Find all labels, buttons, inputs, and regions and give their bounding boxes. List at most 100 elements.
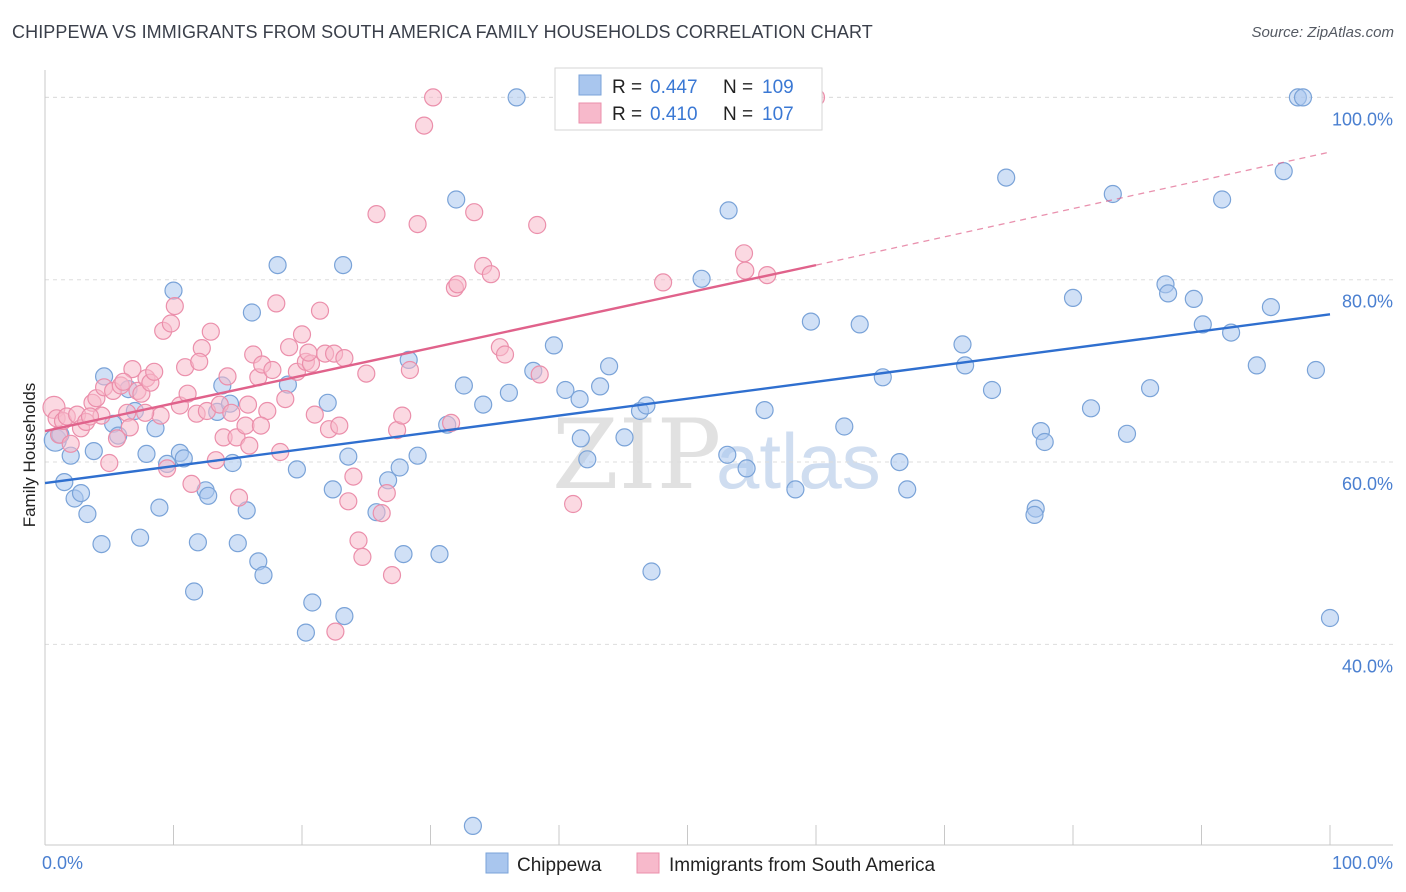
chippewa-point	[199, 486, 218, 505]
immigrants-point	[349, 531, 368, 550]
chippewa-point	[953, 335, 972, 354]
chippewa-point	[719, 201, 738, 220]
immigrants-point	[495, 345, 515, 364]
immigrants-point	[400, 360, 419, 380]
immigrants-point	[734, 244, 754, 263]
immigrants-point	[240, 436, 259, 455]
immigrants-point	[178, 384, 197, 403]
stats-n-label-chippewa: N =	[723, 77, 753, 98]
chippewa-point	[1212, 190, 1232, 209]
stats-n-value-immigrants: 107	[762, 104, 794, 125]
chippewa-point	[323, 480, 342, 499]
y-tick-label: 100.0%	[1332, 109, 1393, 129]
chippewa-point	[92, 534, 111, 554]
immigrants-point	[330, 416, 349, 435]
chippewa-point	[408, 446, 427, 465]
chippewa-point	[1158, 284, 1178, 303]
stats-r-label-immigrants: R =	[612, 104, 642, 125]
immigrants-point	[61, 434, 80, 453]
chippewa-point	[544, 336, 564, 355]
chippewa-point	[430, 544, 449, 564]
immigrants-point	[165, 297, 184, 316]
stats-r-value-immigrants: 0.410	[650, 104, 698, 125]
chippewa-point	[1081, 399, 1101, 418]
chippewa-point	[137, 444, 156, 463]
immigrants-point	[326, 622, 345, 641]
source-label: Source: ZipAtlas.com	[1251, 24, 1394, 41]
immigrants-point	[339, 492, 358, 511]
chippewa-point	[570, 390, 589, 409]
immigrants-point	[408, 215, 427, 234]
chippewa-point	[84, 442, 103, 461]
chippewa-point	[801, 312, 821, 331]
chippewa-point	[339, 447, 358, 466]
chippewa-point	[737, 459, 756, 478]
immigrants-point	[222, 403, 241, 422]
chippewa-point	[835, 417, 854, 436]
chippewa-point	[590, 377, 610, 396]
immigrants-point	[481, 265, 500, 284]
immigrants-point	[530, 365, 549, 384]
immigrants-point	[393, 406, 412, 425]
chippewa-point	[571, 429, 590, 448]
immigrants-point	[267, 294, 286, 313]
chippewa-point	[955, 356, 975, 375]
legend-swatch-immigrants	[636, 852, 660, 874]
trend-lines	[44, 151, 1331, 485]
immigrants-point	[151, 406, 170, 425]
chippewa-point	[150, 498, 169, 517]
chippewa-point	[242, 303, 261, 322]
chart-title: CHIPPEWA VS IMMIGRANTS FROM SOUTH AMERIC…	[12, 22, 873, 42]
chippewa-point	[786, 480, 805, 499]
immigrants-point	[736, 261, 755, 280]
immigrants-point	[145, 362, 164, 381]
chippewa-point	[556, 380, 575, 400]
stats-n-value-chippewa: 109	[762, 77, 794, 98]
stats-r-label-chippewa: R =	[612, 77, 642, 98]
immigrants-point	[120, 418, 139, 437]
y-tick-label: 40.0%	[1342, 656, 1393, 676]
immigrants-point	[218, 367, 237, 386]
chippewa-point	[185, 582, 204, 601]
immigrants-point	[229, 488, 249, 507]
chippewa-point	[615, 428, 634, 447]
stats-legend: R = 0.447 N = 109 R = 0.410 N = 107	[554, 67, 823, 131]
x-tick-label-max: 100.0%	[1332, 853, 1393, 873]
chippewa-point	[334, 256, 353, 275]
immigrants-point	[367, 205, 386, 224]
immigrants-point	[201, 322, 220, 341]
series-legend: Chippewa Immigrants from South America	[485, 852, 936, 876]
immigrants-point	[305, 405, 324, 424]
chippewa-point	[1193, 315, 1212, 334]
immigrants-point	[653, 273, 673, 292]
y-tick-label: 80.0%	[1342, 292, 1393, 312]
immigrants-point	[292, 325, 312, 344]
immigrants-point	[280, 338, 299, 357]
chippewa-point	[982, 380, 1002, 400]
immigrants-point	[236, 416, 255, 435]
immigrants-point	[465, 203, 484, 222]
chippewa-point	[850, 315, 869, 334]
immigrants-point	[442, 413, 461, 432]
immigrants-point	[415, 116, 434, 135]
immigrants-point	[448, 275, 467, 294]
chippewa-point	[1035, 432, 1054, 452]
immigrants-point	[424, 88, 443, 107]
stats-r-value-chippewa: 0.447	[650, 77, 698, 98]
chippewa-point	[390, 458, 409, 477]
chippewa-point	[228, 534, 247, 553]
immigrants-point	[100, 453, 119, 473]
chippewa-trend-line	[44, 313, 1331, 485]
chippewa-point	[692, 269, 711, 288]
immigrants-point	[353, 547, 372, 567]
chippewa-point	[1320, 608, 1340, 628]
chippewa-point	[642, 562, 661, 581]
chippewa-point	[997, 168, 1016, 187]
chippewa-point	[254, 565, 273, 585]
immigrants-point	[123, 360, 142, 379]
immigrants-point	[299, 343, 318, 362]
chippewa-point	[890, 453, 909, 472]
x-tick-label-min: 0.0%	[42, 853, 83, 873]
immigrants-point	[310, 301, 330, 320]
chippewa-point	[1247, 356, 1266, 375]
